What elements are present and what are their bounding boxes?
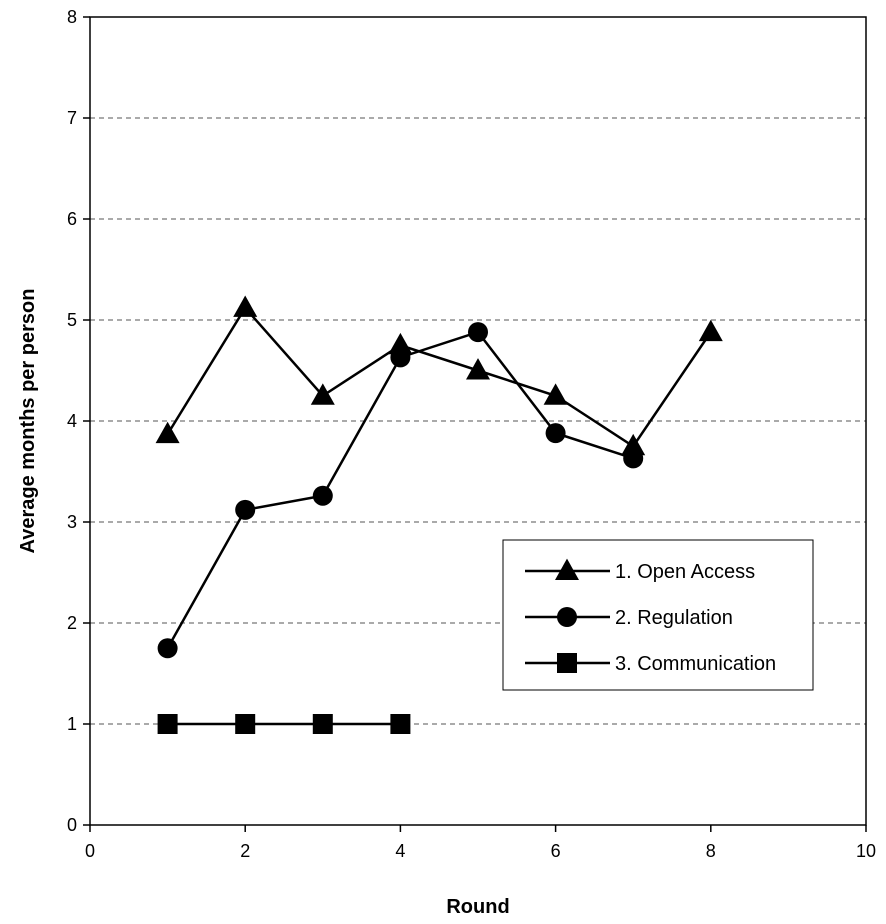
series [157, 322, 644, 659]
series-layer [155, 295, 723, 734]
triangle-marker [310, 383, 335, 405]
square-marker [557, 653, 577, 673]
y-tick-label: 2 [67, 613, 77, 633]
triangle-marker [555, 558, 579, 580]
triangle-marker [466, 358, 490, 380]
y-axis-title: Average months per person [17, 289, 39, 554]
circle-marker [235, 499, 256, 520]
triangle-marker [621, 433, 646, 456]
x-tick-label: 2 [240, 841, 250, 861]
legend-box [502, 539, 814, 691]
x-tick-label: 6 [551, 841, 561, 861]
legend-items: 1. Open Access 2. Regulation 3. Communicat… [525, 558, 776, 675]
series [155, 295, 723, 456]
triangle-marker [698, 319, 723, 342]
triangle-marker [388, 332, 413, 355]
circle-marker [468, 322, 488, 343]
y-tick-label: 8 [67, 7, 77, 27]
circle-marker [312, 485, 333, 506]
circle-marker [623, 448, 644, 469]
y-tick-label: 3 [67, 512, 77, 532]
y-axis-ticks: 0 1 2 3 4 5 6 7 8 [67, 7, 90, 835]
gridlines [90, 117, 866, 725]
x-tick-label: 4 [395, 841, 405, 861]
triangle-marker [543, 383, 568, 405]
x-axis-title: Round [446, 896, 509, 918]
square-marker [312, 714, 333, 734]
square-marker [235, 714, 256, 734]
legend-label: 2. Regulation [615, 607, 733, 629]
circle-marker [557, 607, 577, 627]
series-line [166, 305, 712, 448]
x-tick-label: 10 [856, 841, 876, 861]
y-tick-label: 7 [67, 108, 77, 128]
legend-item: 3. Communication [525, 653, 776, 675]
y-tick-label: 1 [67, 714, 77, 734]
legend-label: 3. Communication [615, 653, 776, 675]
legend-label: 1. Open Access [615, 561, 755, 583]
series [157, 714, 411, 734]
square-marker [390, 714, 411, 734]
y-tick-label: 0 [67, 815, 77, 835]
triangle-marker [233, 295, 258, 317]
x-tick-label: 0 [85, 841, 95, 861]
y-tick-label: 6 [67, 209, 77, 229]
square-marker [157, 714, 178, 734]
y-tick-label: 5 [67, 310, 77, 330]
legend-item: 2. Regulation [525, 607, 733, 629]
y-tick-label: 4 [67, 411, 77, 431]
circle-marker [545, 423, 566, 444]
legend-item: 1. Open Access [525, 558, 755, 583]
x-axis-ticks: 0 2 4 6 8 10 [85, 825, 876, 861]
circle-marker [157, 638, 178, 659]
x-tick-label: 8 [706, 841, 716, 861]
triangle-marker [155, 421, 180, 444]
circle-marker [390, 347, 411, 368]
legend: 1. Open Access 2. Regulation 3. Communicat… [502, 539, 814, 691]
